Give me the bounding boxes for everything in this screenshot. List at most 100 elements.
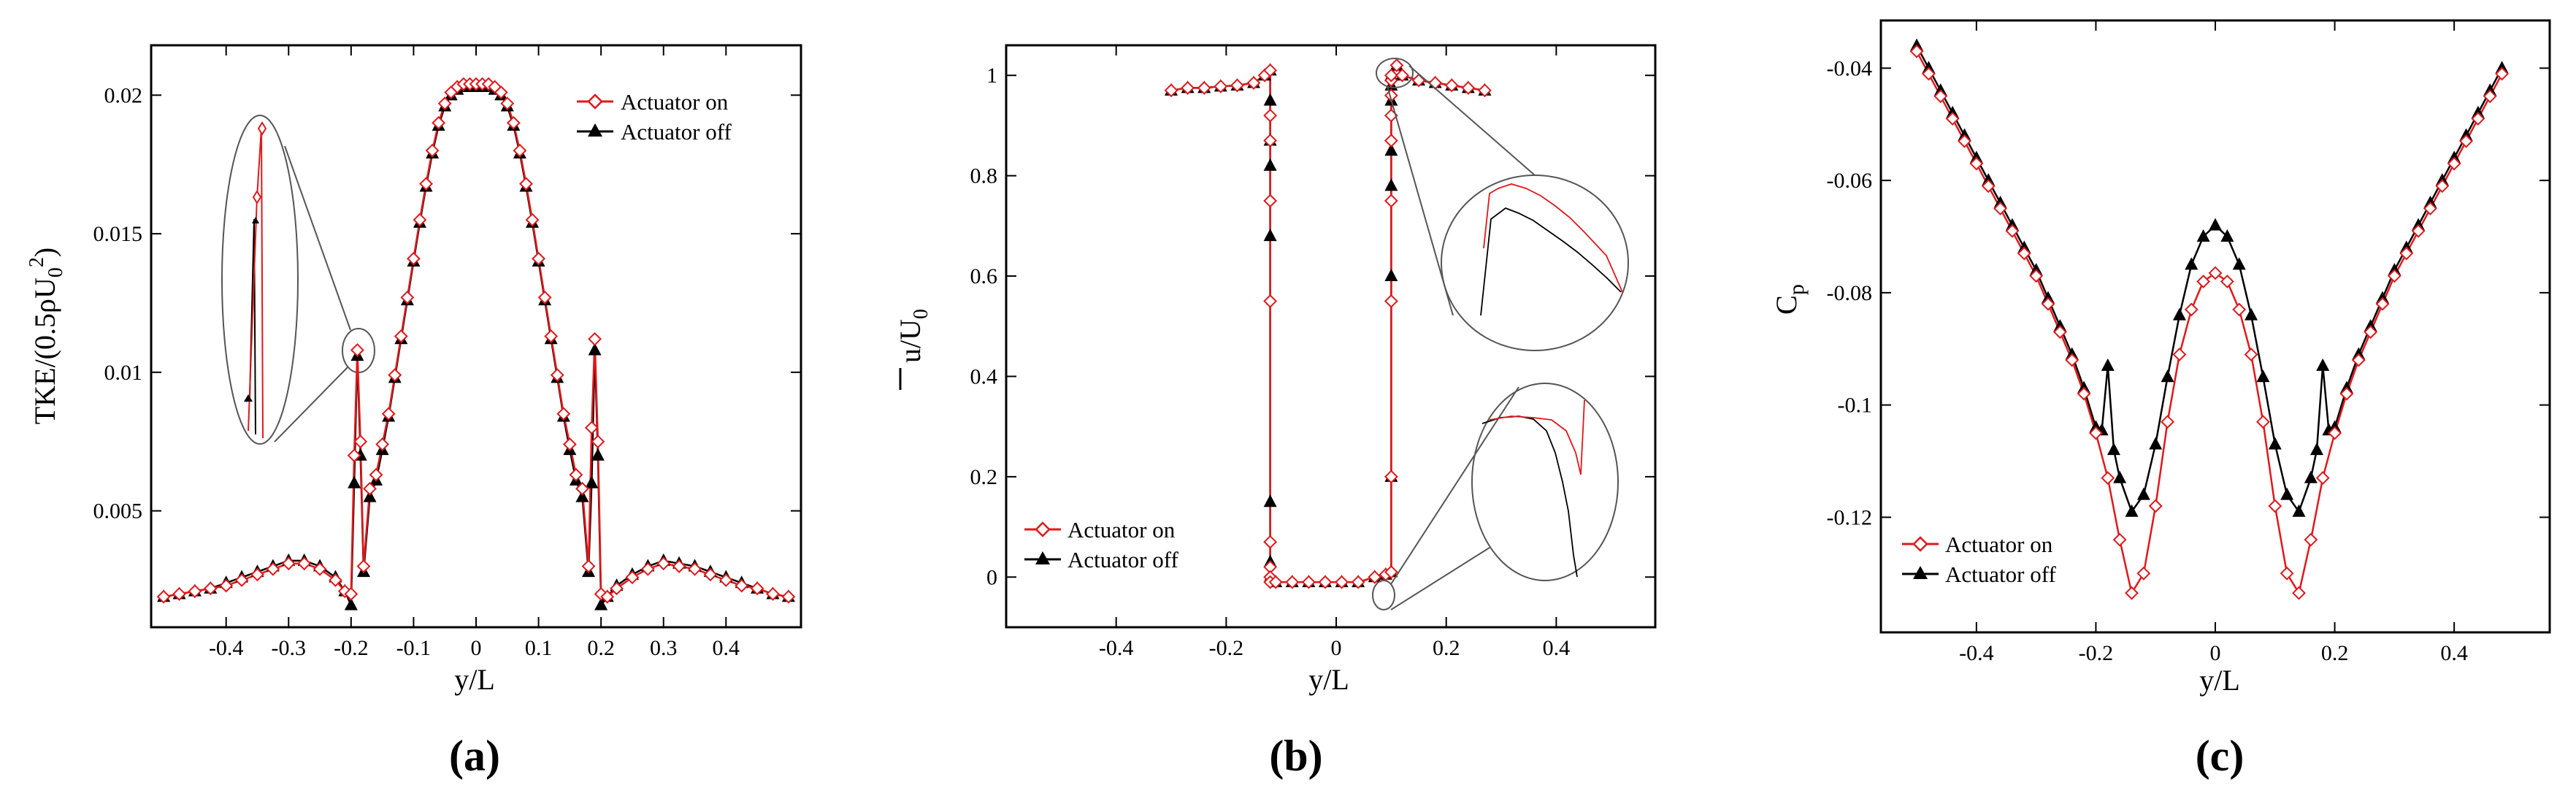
inset-target-b-top — [1376, 58, 1414, 88]
data-point-c-on — [2339, 386, 2354, 401]
data-point-c-on — [2232, 302, 2247, 317]
x-tick-label-a: -0.3 — [272, 636, 307, 660]
data-point-c-on — [2065, 353, 2079, 367]
x-axis-label-c: y/L — [2199, 664, 2240, 697]
data-point-c-off — [2220, 229, 2234, 242]
data-point-b-off — [1384, 178, 1398, 191]
data-point-b-on — [1263, 108, 1278, 123]
data-point-a-on — [369, 467, 383, 482]
data-point-a-on — [413, 212, 427, 227]
data-point-c-on — [2244, 348, 2258, 361]
data-point-b-on — [1230, 78, 1244, 93]
y-tick-label-c: -0.06 — [1827, 169, 1873, 193]
data-point-a-on — [735, 578, 749, 593]
data-point-a-on — [381, 407, 396, 421]
data-point-a-on — [219, 578, 234, 593]
data-point-a-on — [640, 562, 655, 576]
data-point-b-off — [1263, 93, 1277, 106]
data-point-b-on — [1478, 83, 1492, 98]
data-point-a-on — [703, 567, 718, 582]
inset-marker-on-a2 — [257, 121, 267, 136]
data-point-a-off — [588, 342, 602, 356]
data-point-a-on — [625, 570, 640, 585]
y-tick-label-b: 0.8 — [970, 164, 998, 188]
inset-b-top-on — [1483, 183, 1623, 293]
data-point-b-on — [1263, 63, 1278, 77]
legend-b-off-label: Actuator off — [1067, 547, 1178, 572]
y-tick-label-a: 0.005 — [93, 499, 143, 524]
data-point-a-on — [297, 556, 312, 571]
data-point-a-on — [281, 556, 296, 571]
data-point-c-off — [2232, 257, 2246, 270]
series-line-a-on — [163, 83, 789, 598]
data-point-c-on — [1958, 134, 1971, 148]
data-point-a-on — [519, 177, 533, 191]
data-point-a-on — [718, 573, 733, 587]
data-point-c-on — [2101, 471, 2115, 485]
data-point-b-off — [1263, 494, 1277, 507]
legend-a: Actuator on Actuator off — [577, 89, 732, 145]
panel-label-c: (c) — [2196, 732, 2245, 780]
data-point-a-on — [537, 290, 552, 304]
data-point-a-on — [588, 332, 602, 346]
x-tick-label-a: -0.1 — [396, 636, 432, 660]
legend-b: Actuator on Actuator off — [1024, 517, 1178, 572]
data-point-b-on — [1389, 58, 1404, 72]
series-line-c-on — [1915, 50, 2503, 596]
data-point-c-on — [2351, 353, 2366, 367]
x-tick-label-b: -0.4 — [1099, 636, 1134, 660]
data-point-a-on — [766, 587, 780, 601]
y-tick-label-c: -0.1 — [1838, 394, 1873, 418]
data-point-a-on — [591, 434, 605, 449]
inset-leader-b4 — [1390, 547, 1490, 610]
data-point-c-on — [2041, 296, 2055, 311]
x-tick-label-a: 0 — [471, 636, 482, 660]
data-point-c-on — [2304, 532, 2318, 547]
data-point-a-on — [388, 368, 402, 383]
data-point-c-on — [2411, 223, 2426, 238]
data-point-a-on — [506, 115, 521, 130]
data-point-c-on — [2375, 296, 2390, 311]
data-point-b-off — [1384, 269, 1398, 282]
data-point-c-on — [2399, 246, 2414, 261]
y-axis-label-b: u/U0 — [894, 309, 932, 363]
inset-leader-b2 — [1387, 85, 1454, 316]
data-point-c-on — [2161, 415, 2174, 429]
inset-marker-off-a2 — [252, 217, 259, 223]
data-point-c-off — [2196, 229, 2210, 242]
inset-ellipse-b-bottom — [1471, 383, 1619, 581]
data-point-b-on — [1263, 535, 1278, 549]
x-tick-label-b: -0.2 — [1209, 636, 1244, 660]
legend-a-on-marker — [587, 93, 603, 110]
data-point-a-off — [585, 475, 599, 489]
inset-leader-a1 — [284, 145, 351, 331]
y-tick-label-a: 0.01 — [104, 361, 143, 385]
inset-line-on-a — [248, 127, 264, 439]
y-tick-label-b: 0.4 — [970, 364, 998, 388]
y-tick-label-c: -0.08 — [1827, 281, 1873, 305]
data-point-b-on — [1263, 134, 1278, 148]
inset-target-b-bottom — [1372, 580, 1395, 610]
data-point-a-on — [610, 581, 624, 596]
x-tick-label-a: 0.4 — [713, 636, 740, 660]
inset-leader-b1 — [1408, 65, 1536, 176]
data-point-c-off — [2107, 443, 2120, 456]
data-point-c-on — [2495, 66, 2509, 81]
x-axis-label-a: y/L — [454, 663, 495, 696]
data-point-b-on — [1318, 575, 1333, 589]
data-point-a-on — [688, 562, 702, 576]
data-point-a-on — [375, 437, 390, 451]
data-point-a-on — [353, 434, 368, 449]
data-point-c-on — [1981, 179, 1996, 194]
x-tick-label-a: 0.1 — [525, 636, 553, 660]
y-axis-label-a: TKE/(0.5ρU02) — [26, 248, 67, 424]
data-point-c-on — [1993, 202, 2007, 215]
data-point-c-on — [2208, 266, 2223, 280]
series-line-a-off — [163, 85, 789, 608]
legend-b-on-label: Actuator on — [1067, 517, 1176, 543]
series-line-c-off — [1915, 45, 2503, 514]
data-point-a-on — [581, 559, 596, 573]
data-point-c-on — [2052, 325, 2067, 340]
data-point-c-on — [2172, 348, 2187, 361]
data-point-a-on — [600, 589, 615, 604]
